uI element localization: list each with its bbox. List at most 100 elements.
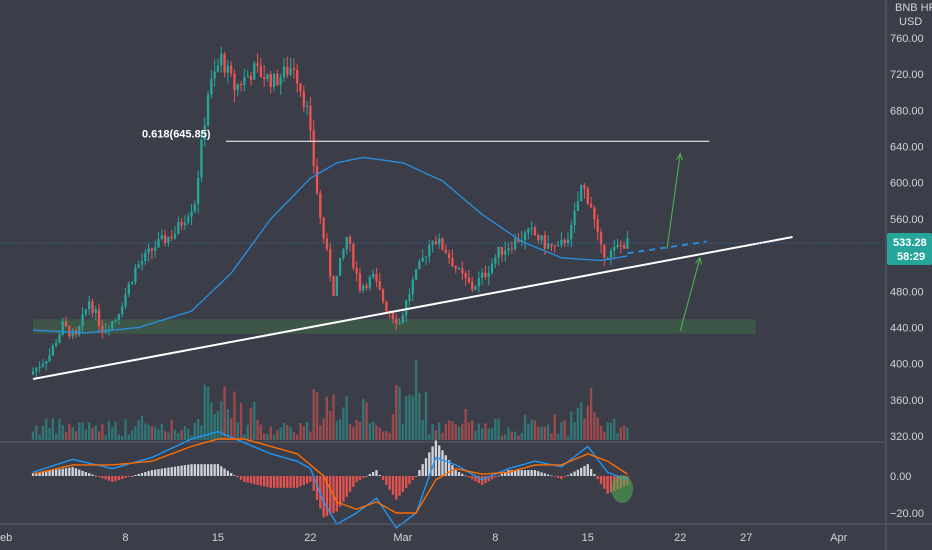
- candle[interactable]: [269, 73, 272, 88]
- candle[interactable]: [239, 84, 243, 86]
- candle[interactable]: [147, 248, 150, 253]
- candle[interactable]: [279, 77, 282, 85]
- candle[interactable]: [114, 319, 117, 322]
- candle[interactable]: [411, 279, 414, 295]
- candle[interactable]: [272, 73, 276, 88]
- candle[interactable]: [395, 318, 398, 324]
- candle[interactable]: [609, 250, 613, 258]
- candle[interactable]: [398, 322, 401, 324]
- candle[interactable]: [613, 246, 616, 251]
- candle[interactable]: [599, 232, 603, 245]
- candle[interactable]: [196, 177, 200, 204]
- candle[interactable]: [497, 246, 500, 258]
- candle[interactable]: [418, 261, 421, 269]
- candle[interactable]: [315, 166, 319, 194]
- candle[interactable]: [256, 63, 259, 66]
- candle[interactable]: [121, 306, 124, 314]
- candle[interactable]: [150, 248, 154, 251]
- candle[interactable]: [177, 222, 180, 234]
- candle[interactable]: [576, 201, 580, 211]
- candle[interactable]: [144, 252, 147, 262]
- candle[interactable]: [286, 66, 289, 75]
- candle[interactable]: [322, 217, 325, 239]
- candle[interactable]: [213, 71, 216, 79]
- candle[interactable]: [550, 243, 553, 246]
- candle[interactable]: [338, 258, 342, 276]
- candle[interactable]: [117, 313, 121, 320]
- projection-arrow[interactable]: [679, 257, 701, 332]
- candle[interactable]: [589, 203, 593, 208]
- candle[interactable]: [566, 239, 570, 244]
- candle[interactable]: [487, 272, 490, 277]
- candle[interactable]: [266, 73, 269, 79]
- candle[interactable]: [494, 257, 497, 264]
- candle[interactable]: [78, 326, 81, 335]
- candle[interactable]: [563, 239, 566, 244]
- candle[interactable]: [220, 53, 223, 66]
- candle[interactable]: [454, 266, 457, 269]
- candle[interactable]: [444, 249, 447, 254]
- candle[interactable]: [362, 285, 365, 291]
- candle[interactable]: [474, 286, 477, 290]
- candle[interactable]: [441, 238, 444, 250]
- candle[interactable]: [438, 238, 441, 245]
- candle[interactable]: [51, 345, 54, 356]
- candle[interactable]: [583, 185, 586, 189]
- candle[interactable]: [560, 239, 563, 245]
- candle[interactable]: [385, 301, 388, 312]
- candle[interactable]: [35, 367, 38, 372]
- candle[interactable]: [500, 246, 504, 255]
- candle[interactable]: [570, 224, 573, 240]
- candle[interactable]: [58, 334, 61, 343]
- candle[interactable]: [91, 301, 94, 313]
- candle[interactable]: [124, 294, 127, 307]
- candle[interactable]: [405, 300, 408, 316]
- candle[interactable]: [547, 243, 550, 249]
- candle[interactable]: [263, 76, 266, 79]
- candle[interactable]: [580, 185, 583, 202]
- candle[interactable]: [68, 326, 71, 337]
- candle[interactable]: [154, 247, 157, 251]
- candle[interactable]: [97, 309, 101, 327]
- candle[interactable]: [111, 321, 114, 329]
- candle[interactable]: [230, 65, 233, 74]
- candle[interactable]: [173, 233, 177, 239]
- candle[interactable]: [342, 249, 345, 259]
- ascending-trendline[interactable]: [32, 236, 793, 380]
- candle[interactable]: [210, 78, 213, 95]
- candle[interactable]: [348, 237, 352, 244]
- candle[interactable]: [312, 130, 315, 167]
- candle[interactable]: [64, 321, 68, 327]
- candle[interactable]: [140, 261, 144, 265]
- candle[interactable]: [243, 77, 246, 85]
- candle[interactable]: [226, 65, 230, 73]
- candle[interactable]: [527, 228, 530, 233]
- candle[interactable]: [236, 84, 239, 91]
- candle[interactable]: [467, 277, 471, 282]
- candle[interactable]: [507, 248, 510, 251]
- candle[interactable]: [616, 245, 619, 247]
- candle[interactable]: [603, 244, 606, 258]
- candle[interactable]: [233, 73, 236, 91]
- candle[interactable]: [130, 281, 134, 284]
- candle[interactable]: [101, 326, 104, 333]
- candle[interactable]: [537, 235, 540, 241]
- candle[interactable]: [381, 289, 385, 302]
- candle[interactable]: [533, 227, 537, 236]
- candle[interactable]: [31, 371, 35, 375]
- candle[interactable]: [556, 244, 560, 246]
- candle[interactable]: [408, 294, 411, 301]
- candle[interactable]: [292, 68, 296, 70]
- candle[interactable]: [329, 249, 332, 277]
- candle[interactable]: [543, 235, 547, 249]
- candle[interactable]: [365, 285, 368, 289]
- candle[interactable]: [302, 91, 305, 107]
- candle[interactable]: [94, 309, 97, 313]
- candle[interactable]: [484, 272, 487, 277]
- candle[interactable]: [246, 75, 249, 78]
- candle[interactable]: [107, 328, 111, 330]
- candle[interactable]: [193, 203, 196, 212]
- candle[interactable]: [510, 248, 514, 250]
- candle[interactable]: [84, 309, 88, 315]
- candle[interactable]: [593, 207, 596, 220]
